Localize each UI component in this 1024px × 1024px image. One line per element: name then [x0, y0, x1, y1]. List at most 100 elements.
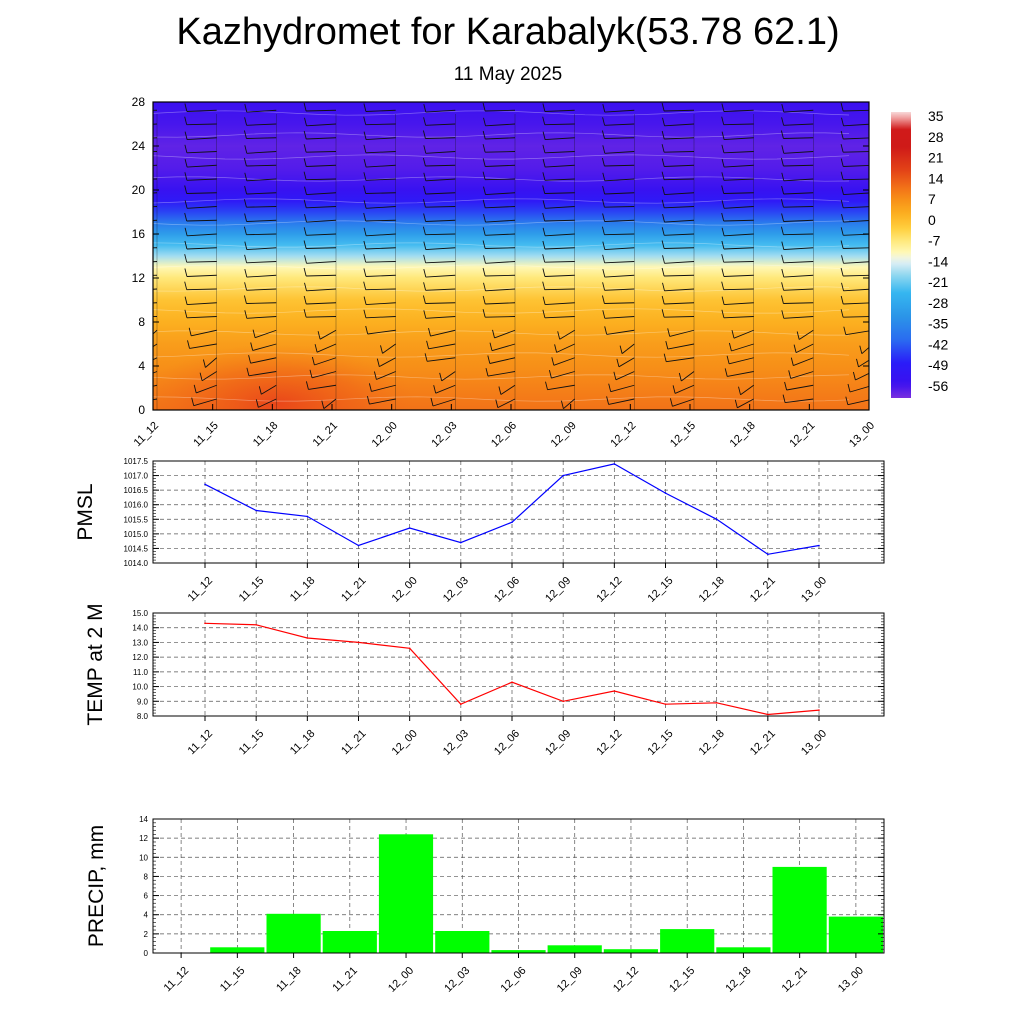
wind-barb [306, 261, 337, 264]
wind-barb [246, 164, 277, 167]
wind-barb-flag [187, 340, 190, 349]
wind-barb-flag [721, 296, 725, 305]
wind-barb [248, 371, 277, 377]
wind-barb-flag [188, 327, 192, 336]
wind-barb-flag [199, 372, 203, 381]
wind-barb-flag [184, 185, 188, 194]
wind-barb [843, 247, 869, 249]
wind-barb [843, 192, 869, 196]
wind-barb-flag [731, 330, 735, 339]
wind-barb [186, 316, 217, 319]
wind-barb-flag [125, 159, 127, 167]
wind-barb [618, 357, 635, 368]
wind-barb-flag [126, 214, 128, 222]
wind-barb-flag [365, 325, 369, 335]
x-tick-label: 11_18 [288, 575, 318, 605]
precip-bar [828, 916, 883, 953]
y-axis-label: TEMP at 2 M [84, 603, 107, 725]
wind-barb-flag [661, 144, 665, 153]
wind-barb [366, 206, 396, 209]
wind-barb-flag [840, 130, 844, 140]
wind-barb [425, 233, 456, 236]
wind-barb [432, 398, 456, 407]
wind-barb-flag [661, 295, 665, 305]
wind-barb [783, 206, 814, 208]
wind-barb [604, 233, 635, 236]
wind-barb [367, 329, 396, 335]
x-tick-label: 11_21 [339, 575, 369, 605]
wind-barb [783, 219, 814, 222]
wind-barb [724, 206, 754, 209]
y-tick-label: 24 [132, 139, 146, 153]
wind-barb [369, 398, 396, 405]
wind-barb [485, 123, 516, 127]
wind-barb-flag [661, 171, 665, 180]
wind-barb-flag [602, 282, 606, 291]
wind-barb-flag [781, 282, 785, 291]
wind-barb-flag [661, 102, 665, 112]
data-point [613, 463, 616, 465]
wind-barb-flag [665, 340, 669, 350]
wind-barb-flag [840, 102, 844, 112]
wind-barb [366, 233, 396, 237]
wind-barb [306, 316, 337, 318]
colorbar-label: 0 [928, 212, 936, 228]
wind-barb [544, 123, 575, 126]
wind-barb [246, 219, 277, 222]
wind-barb-flag [721, 268, 725, 277]
wind-barb-flag [781, 213, 785, 222]
wind-barb-flag [184, 296, 188, 305]
wind-barb-flag [840, 295, 844, 305]
wind-barb-flag [366, 395, 370, 405]
wind-barb-flag [423, 103, 427, 113]
wind-barb-flag [542, 254, 546, 263]
wind-barb-flag [542, 158, 546, 168]
y-tick-label: 11.0 [133, 668, 149, 677]
wind-barb-flag [616, 358, 620, 367]
wind-barb [664, 109, 695, 112]
wind-barb-flag [130, 383, 132, 391]
wind-barb [855, 372, 869, 381]
contour-line [153, 242, 850, 248]
x-tick-label: 11_15 [191, 420, 221, 450]
x-tick-label: 12_09 [543, 575, 573, 605]
wind-barb [724, 302, 754, 306]
wind-barb [246, 302, 277, 304]
wind-barb [785, 398, 814, 404]
colorbar-label: 35 [928, 108, 944, 124]
wind-barb-flag [250, 342, 254, 351]
wind-barb [187, 137, 217, 141]
wind-barb-flag [841, 282, 844, 291]
wind-barb-flag [423, 117, 427, 126]
wind-barb [254, 329, 277, 339]
wind-barb-flag [601, 157, 605, 167]
wind-barb [783, 247, 814, 251]
wind-barb-flag [542, 200, 546, 209]
wind-barb [306, 206, 337, 209]
data-point [767, 713, 769, 716]
wind-barb-flag [678, 372, 682, 382]
data-point [255, 509, 257, 512]
x-tick-label: 12_06 [492, 575, 522, 605]
wind-barb [783, 316, 814, 319]
wind-barb [153, 329, 158, 335]
wind-barb [306, 178, 337, 181]
wind-barb-flag [602, 172, 606, 181]
wind-barb-flag [252, 329, 256, 338]
contour-line [153, 176, 850, 182]
wind-barb [485, 219, 516, 223]
x-tick-label: 12_03 [441, 728, 471, 758]
wind-barb [306, 164, 337, 167]
precip-bar [378, 834, 434, 953]
x-tick-label: 12_06 [489, 420, 519, 450]
wind-barb-flag [840, 267, 844, 277]
wind-barb-flag [423, 254, 427, 263]
wind-barb-flag [363, 212, 367, 222]
wind-barb-flag [244, 241, 248, 250]
wind-barb-flag [184, 116, 188, 125]
wind-barb-flag [542, 268, 546, 277]
wind-barb-flag [796, 331, 800, 340]
y-tick-label: 12.0 [132, 653, 148, 662]
heatmap-x-axis: 11_12 11_15 11_18 11_21 12_00 12_03 12_06 12_09… [132, 404, 877, 450]
wind-barb [246, 109, 277, 113]
